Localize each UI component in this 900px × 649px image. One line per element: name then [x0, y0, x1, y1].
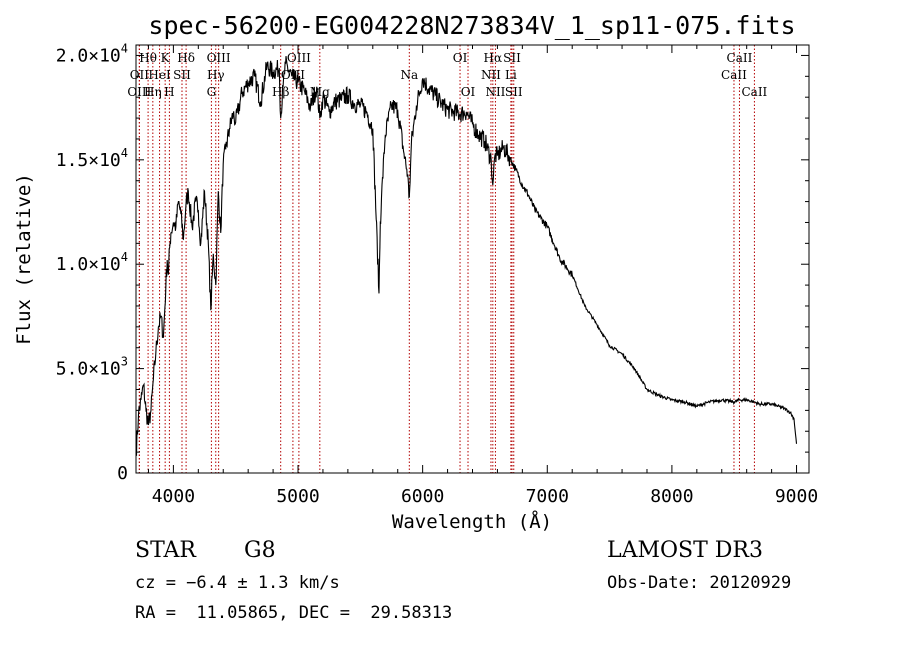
- marker-label: SII: [173, 68, 191, 82]
- marker-label: G: [207, 85, 217, 99]
- y-tick-label: 5.0×103: [56, 355, 128, 380]
- y-axis-ticks: 0 5.0×103 1.0×104 1.5×104 2.0×104: [56, 41, 809, 484]
- marker-label: OI: [453, 51, 468, 65]
- y-axis-label: Flux (relative): [13, 173, 35, 345]
- x-tick-label: 6000: [401, 486, 444, 507]
- x-axis-label: Wavelength (Å): [392, 510, 552, 533]
- marker-label: Hδ: [177, 51, 195, 65]
- marker-label: HeI: [148, 68, 171, 82]
- marker-label: SII: [503, 51, 521, 65]
- x-tick-label: 4000: [152, 486, 195, 507]
- marker-label: Mg: [310, 85, 330, 99]
- y-tick-label: 1.5×104: [56, 146, 128, 171]
- observation-date: Obs-Date: 20120929: [607, 573, 792, 593]
- y-tick-label: 0: [117, 463, 128, 484]
- x-tick-label: 8000: [650, 486, 693, 507]
- marker-label: SII: [505, 85, 523, 99]
- marker-label: CaII: [721, 68, 747, 82]
- x-tick-label: 7000: [526, 486, 569, 507]
- marker-label: OIII: [281, 68, 305, 82]
- survey-name: LAMOST DR3: [607, 538, 763, 563]
- marker-label: NII: [481, 68, 501, 82]
- marker-label: OIII: [127, 85, 151, 99]
- marker-label: OIII: [207, 51, 231, 65]
- marker-label: Hγ: [207, 68, 225, 82]
- y-tick-label: 2.0×104: [56, 41, 128, 66]
- object-class: STAR: [135, 538, 196, 563]
- marker-label: Na: [400, 68, 418, 82]
- marker-label: Hα: [484, 51, 503, 65]
- marker-label: NII: [485, 85, 505, 99]
- marker-label: Hβ: [272, 85, 289, 99]
- marker-label: K: [161, 51, 171, 65]
- marker-label: Li: [505, 68, 517, 82]
- marker-label: Hθ: [139, 51, 157, 65]
- x-axis-ticks: 4000 5000 6000 7000 8000 9000: [147, 45, 818, 507]
- marker-labels: Hθ OII OIII K HeI Hη Hδ SII H OIII Hγ G OIII OIII Hβ Mg…: [127, 51, 767, 99]
- chart-title: spec-56200-EG004228N273834V_1_sp11-075.f…: [148, 11, 795, 40]
- object-subclass: G8: [244, 538, 276, 563]
- marker-label: H: [164, 85, 174, 99]
- x-tick-label: 9000: [775, 486, 818, 507]
- marker-label: Hη: [144, 85, 162, 99]
- y-tick-label: 1.0×104: [56, 250, 128, 275]
- x-tick-label: 5000: [276, 486, 319, 507]
- marker-label: OII: [130, 68, 150, 82]
- marker-label: OI: [461, 85, 476, 99]
- redshift-readout: cz = −6.4 ± 1.3 km/s: [135, 573, 340, 593]
- coordinates-readout: RA = 11.05865, DEC = 29.58313: [135, 603, 453, 623]
- spectral-line-markers: [138, 45, 755, 473]
- marker-label: OIII: [287, 51, 311, 65]
- spectrum-line: [135, 56, 798, 456]
- marker-label: CaII: [741, 85, 767, 99]
- marker-label: CaII: [727, 51, 753, 65]
